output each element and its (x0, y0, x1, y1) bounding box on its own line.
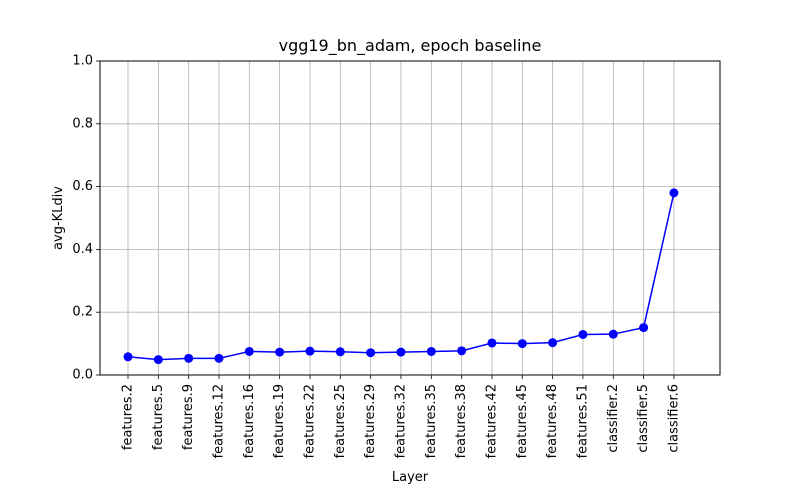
x-tick-label: features.16 (242, 384, 257, 458)
x-tick-label: features.35 (424, 384, 439, 458)
plot-background (100, 61, 720, 375)
x-tick-label: features.25 (333, 384, 348, 458)
x-tick-label: features.22 (302, 384, 317, 458)
data-point (669, 188, 679, 198)
data-point (275, 347, 285, 357)
data-point (123, 352, 133, 362)
data-point (608, 329, 618, 339)
data-point (639, 323, 649, 333)
y-tick-label: 1.0 (72, 54, 93, 69)
data-point (153, 355, 163, 365)
x-tick-label: classifier.5 (636, 384, 651, 453)
y-tick-label: 0.4 (72, 242, 93, 257)
y-tick-label: 0.2 (72, 305, 93, 320)
data-point (548, 338, 558, 348)
data-point (487, 338, 497, 348)
y-tick-label: 0.0 (72, 368, 93, 383)
data-point (366, 348, 376, 358)
data-point (578, 329, 588, 339)
data-point (305, 346, 315, 356)
x-tick-label: features.12 (211, 384, 226, 458)
x-tick-label: features.29 (363, 384, 378, 458)
x-tick-label: features.45 (515, 384, 530, 458)
y-tick-label: 0.8 (72, 116, 93, 131)
x-tick-label: features.51 (575, 384, 590, 458)
x-tick-label: features.2 (121, 384, 136, 450)
data-point (244, 346, 254, 356)
y-tick-label: 0.6 (72, 179, 93, 194)
chart-title: vgg19_bn_adam, epoch baseline (279, 36, 542, 56)
x-axis-label: Layer (392, 470, 429, 485)
x-tick-label: features.48 (545, 384, 560, 458)
plot-frame (99, 60, 721, 376)
data-point (426, 346, 436, 356)
x-tick-label: features.32 (393, 384, 408, 458)
axes: features.2 features.5 features.9 features.1… (72, 54, 681, 459)
x-tick-label: features.42 (484, 384, 499, 458)
x-tick-label: classifier.6 (666, 384, 681, 453)
series-layer (123, 188, 679, 365)
x-tick-label: features.19 (272, 384, 287, 458)
x-tick-label: classifier.2 (606, 384, 621, 453)
x-tick-label: features.5 (151, 384, 166, 450)
data-point (214, 353, 224, 363)
data-point (396, 347, 406, 357)
y-axis-label: avg-KLdiv (51, 186, 66, 250)
x-tick-label: features.9 (181, 384, 196, 450)
data-point (184, 353, 194, 363)
x-tick-label: features.38 (454, 384, 469, 458)
data-point (517, 339, 527, 349)
data-point (457, 346, 467, 356)
data-point (335, 347, 345, 357)
